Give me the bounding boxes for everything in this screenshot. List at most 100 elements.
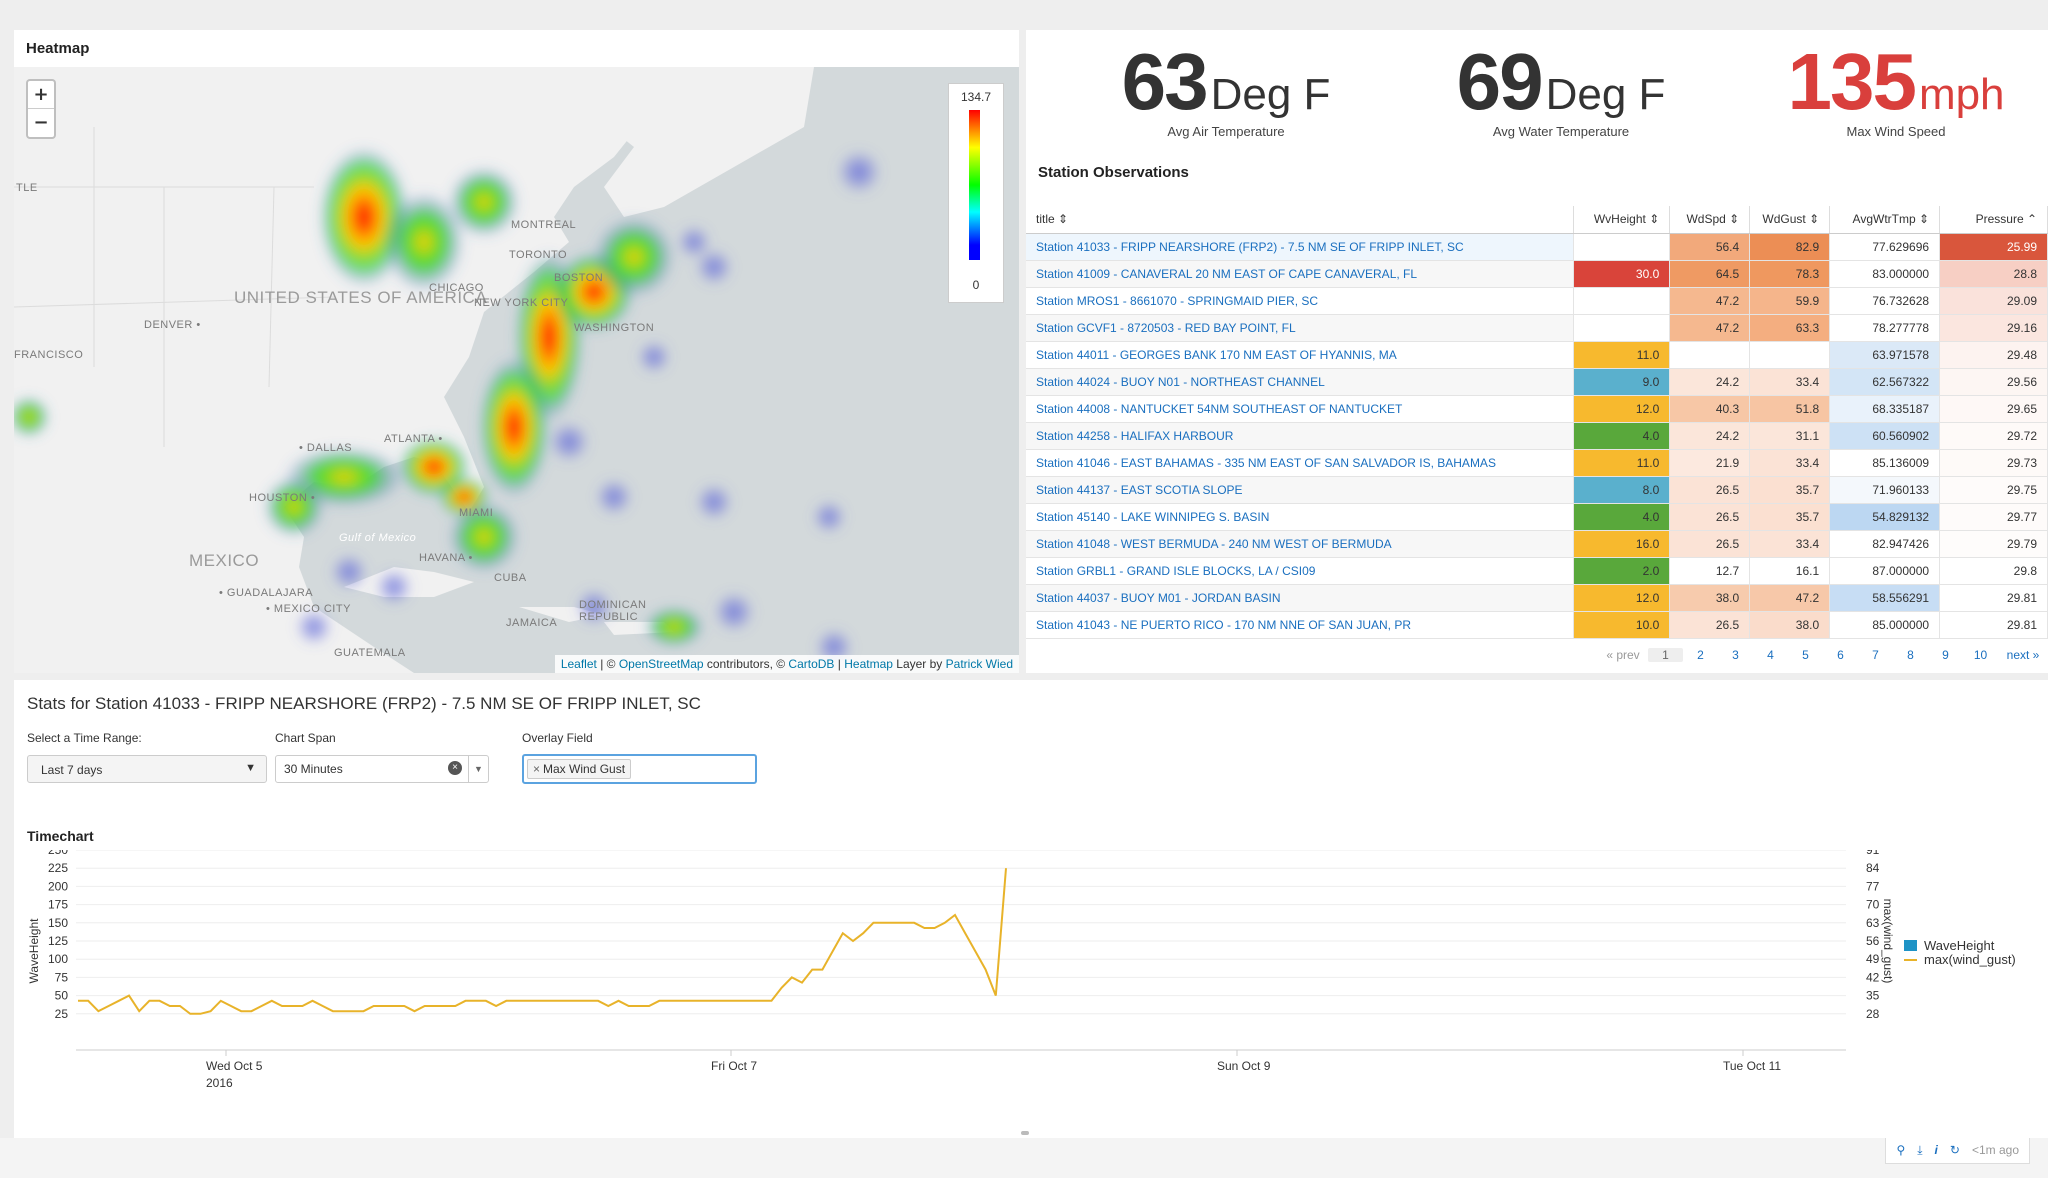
chevron-down-icon[interactable]: ▼ xyxy=(468,756,488,782)
pager-page-10[interactable]: 10 xyxy=(1973,648,1988,662)
cell-title[interactable]: Station 41043 - NE PUERTO RICO - 170 NM … xyxy=(1026,611,1575,639)
table-row[interactable]: Station MROS1 - 8661070 - SPRINGMAID PIE… xyxy=(1026,287,2048,315)
y2-tick-label: 84 xyxy=(1866,861,1880,875)
col-header-wvheight[interactable]: WvHeight ⇕ xyxy=(1573,206,1671,234)
pager-page-4[interactable]: 4 xyxy=(1767,648,1774,662)
cell-pressure: 29.16 xyxy=(1939,314,2048,342)
table-row[interactable]: Station 44011 - GEORGES BANK 170 NM EAST… xyxy=(1026,341,2048,369)
pager-page-2[interactable]: 2 xyxy=(1697,648,1704,662)
cell-wdgust: 35.7 xyxy=(1749,503,1831,531)
cell-pressure: 29.81 xyxy=(1939,611,2048,639)
col-header-avgwtrtmp[interactable]: AvgWtrTmp ⇕ xyxy=(1829,206,1941,234)
heatmap-legend: 134.7 0 xyxy=(948,83,1004,303)
panel-tools: ⚲ ⤓ i ↻ <1m ago xyxy=(1885,1138,2030,1164)
col-header-wdgust[interactable]: WdGust ⇕ xyxy=(1749,206,1831,234)
station-stats-title: Stats for Station 41033 - FRIPP NEARSHOR… xyxy=(27,694,701,713)
col-header-title[interactable]: title ⇕ xyxy=(1026,206,1575,234)
osm-link[interactable]: OpenStreetMap xyxy=(618,657,704,671)
cell-title[interactable]: Station 44258 - HALIFAX HARBOUR xyxy=(1026,422,1575,450)
cell-title[interactable]: Station 41033 - FRIPP NEARSHORE (FRP2) -… xyxy=(1026,233,1575,261)
y2-tick-label: 70 xyxy=(1866,898,1880,912)
table-row[interactable]: Station 41033 - FRIPP NEARSHORE (FRP2) -… xyxy=(1026,233,2048,261)
cell-title[interactable]: Station 45140 - LAKE WINNIPEG S. BASIN xyxy=(1026,503,1575,531)
cell-title[interactable]: Station 41048 - WEST BERMUDA - 240 NM WE… xyxy=(1026,530,1575,558)
pager-page-3[interactable]: 3 xyxy=(1732,648,1739,662)
map-label-washington: WASHINGTON xyxy=(574,322,655,334)
table-row[interactable]: Station 41043 - NE PUERTO RICO - 170 NM … xyxy=(1026,611,2048,639)
cell-avgwtrtmp: 82.947426 xyxy=(1829,530,1941,558)
table-row[interactable]: Station GCVF1 - 8720503 - RED BAY POINT,… xyxy=(1026,314,2048,342)
cell-title[interactable]: Station MROS1 - 8661070 - SPRINGMAID PIE… xyxy=(1026,287,1575,315)
table-row[interactable]: Station 41048 - WEST BERMUDA - 240 NM WE… xyxy=(1026,530,2048,558)
table-row[interactable]: Station GRBL1 - GRAND ISLE BLOCKS, LA / … xyxy=(1026,557,2048,585)
cell-wdspd: 64.5 xyxy=(1669,260,1751,288)
cell-title[interactable]: Station 44011 - GEORGES BANK 170 NM EAST… xyxy=(1026,341,1575,369)
table-row[interactable]: Station 45140 - LAKE WINNIPEG S. BASIN 4.… xyxy=(1026,503,2048,531)
refresh-icon[interactable]: ↻ xyxy=(1949,1143,1960,1157)
cell-wdgust xyxy=(1749,341,1831,369)
table-row[interactable]: Station 44137 - EAST SCOTIA SLOPE 8.0 26.5… xyxy=(1026,476,2048,504)
search-icon[interactable]: ⚲ xyxy=(1896,1143,1906,1157)
pager-prev[interactable]: « prev xyxy=(1606,648,1640,662)
overlay-field-label: Overlay Field xyxy=(522,731,593,745)
col-header-wdspd[interactable]: WdSpd ⇕ xyxy=(1669,206,1751,234)
cartodb-link[interactable]: CartoDB xyxy=(788,657,835,671)
info-icon[interactable]: i xyxy=(1934,1143,1938,1157)
zoom-out-button[interactable]: − xyxy=(33,112,49,133)
cell-wdspd: 24.2 xyxy=(1669,422,1751,450)
kpi-label: Avg Air Temperature xyxy=(1167,124,1285,139)
pager-page-1[interactable]: 1 xyxy=(1648,648,1683,662)
stats-panel: 63Deg F Avg Air Temperature 69Deg F Avg … xyxy=(1026,30,2048,673)
cell-wdgust: 38.0 xyxy=(1749,611,1831,639)
remove-chip-icon[interactable]: × xyxy=(533,762,541,776)
overlay-chip: × Max Wind Gust xyxy=(527,759,632,779)
cell-pressure: 29.56 xyxy=(1939,368,2048,396)
pager-page-8[interactable]: 8 xyxy=(1907,648,1914,662)
y-tick-label: 25 xyxy=(55,1007,69,1021)
y-tick-label: 175 xyxy=(48,898,68,912)
col-header-pressure[interactable]: Pressure ⌃ xyxy=(1939,206,2048,234)
table-row[interactable]: Station 44037 - BUOY M01 - JORDAN BASIN 1… xyxy=(1026,584,2048,612)
clear-icon[interactable]: × xyxy=(448,761,462,775)
resize-handle[interactable] xyxy=(1021,1131,1029,1135)
cell-title[interactable]: Station 44137 - EAST SCOTIA SLOPE xyxy=(1026,476,1575,504)
cell-title[interactable]: Station 44008 - NANTUCKET 54NM SOUTHEAST… xyxy=(1026,395,1575,423)
table-row[interactable]: Station 44258 - HALIFAX HARBOUR 4.0 24.2 31… xyxy=(1026,422,2048,450)
heatmap-map[interactable]: UNITED STATES OF AMERICA DENVER • • DALL… xyxy=(14,67,1019,673)
pager-page-7[interactable]: 7 xyxy=(1872,648,1879,662)
time-range-select[interactable]: Last 7 days ▼ xyxy=(27,755,267,783)
pager-page-9[interactable]: 9 xyxy=(1942,648,1949,662)
cell-title[interactable]: Station GCVF1 - 8720503 - RED BAY POINT,… xyxy=(1026,314,1575,342)
cell-title[interactable]: Station GRBL1 - GRAND ISLE BLOCKS, LA / … xyxy=(1026,557,1575,585)
cell-wdgust: 47.2 xyxy=(1749,584,1831,612)
cell-wvheight: 12.0 xyxy=(1573,584,1671,612)
overlay-field-input[interactable]: × Max Wind Gust xyxy=(522,754,757,784)
cell-wdspd: 24.2 xyxy=(1669,368,1751,396)
kpi-unit: Deg F xyxy=(1545,70,1666,119)
leaflet-link[interactable]: Leaflet xyxy=(560,657,597,671)
pager-page-5[interactable]: 5 xyxy=(1802,648,1809,662)
cell-pressure: 28.8 xyxy=(1939,260,2048,288)
author-link[interactable]: Patrick Wied xyxy=(945,657,1013,671)
cell-title[interactable]: Station 41046 - EAST BAHAMAS - 335 NM EA… xyxy=(1026,449,1575,477)
download-icon[interactable]: ⤓ xyxy=(1917,1143,1923,1157)
table-row[interactable]: Station 41009 - CANAVERAL 20 NM EAST OF … xyxy=(1026,260,2048,288)
cell-title[interactable]: Station 41009 - CANAVERAL 20 NM EAST OF … xyxy=(1026,260,1575,288)
table-row[interactable]: Station 44008 - NANTUCKET 54NM SOUTHEAST… xyxy=(1026,395,2048,423)
heatmap-link[interactable]: Heatmap xyxy=(844,657,893,671)
pager-page-6[interactable]: 6 xyxy=(1837,648,1844,662)
pager-next[interactable]: next » xyxy=(2006,648,2040,662)
time-range-label: Select a Time Range: xyxy=(27,731,142,745)
observations-title: Station Observations xyxy=(1038,164,1189,181)
zoom-in-button[interactable]: + xyxy=(28,81,54,109)
table-row[interactable]: Station 44024 - BUOY N01 - NORTHEAST CHA… xyxy=(1026,368,2048,396)
table-row[interactable]: Station 41046 - EAST BAHAMAS - 335 NM EA… xyxy=(1026,449,2048,477)
map-label-dominican: DOMINICAN REPUBLIC xyxy=(579,599,647,623)
chart-span-select[interactable]: 30 Minutes × ▼ xyxy=(275,755,489,783)
y2-tick-label: 35 xyxy=(1866,989,1880,1003)
cell-avgwtrtmp: 83.000000 xyxy=(1829,260,1941,288)
y-tick-label: 75 xyxy=(55,970,69,984)
footer-bar: ⚲ ⤓ i ↻ <1m ago xyxy=(0,1138,2048,1178)
cell-title[interactable]: Station 44024 - BUOY N01 - NORTHEAST CHA… xyxy=(1026,368,1575,396)
cell-title[interactable]: Station 44037 - BUOY M01 - JORDAN BASIN xyxy=(1026,584,1575,612)
